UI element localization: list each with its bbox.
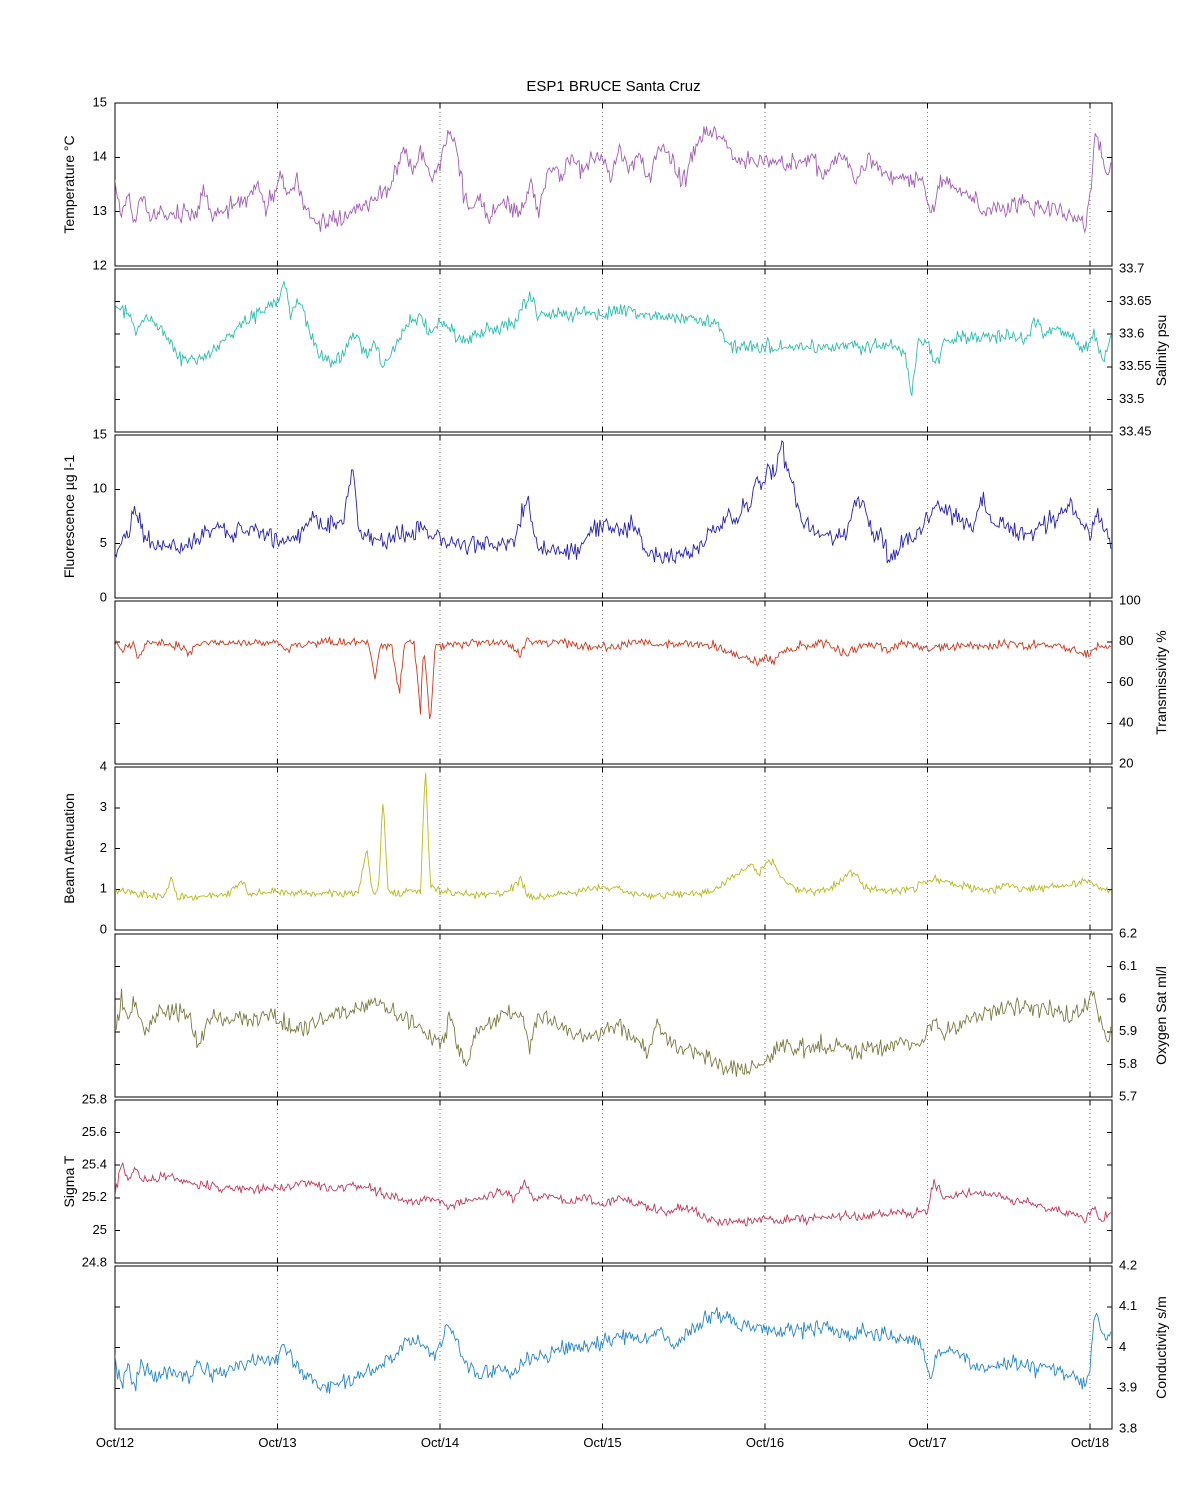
x-tick-label: Oct/18 [1071, 1435, 1109, 1450]
y-tick-label: 60 [1119, 674, 1133, 689]
series-conductivity [115, 1307, 1112, 1394]
series-temperature [115, 125, 1112, 234]
y-tick-label: 80 [1119, 633, 1133, 648]
panel-border-temperature [114, 102, 1113, 267]
y-axis-label-sigma-t: Sigma T [61, 1155, 77, 1207]
y-tick-label: 2 [100, 840, 107, 855]
y-tick-label: 33.65 [1119, 293, 1152, 308]
y-tick-label: 6 [1119, 991, 1126, 1006]
y-tick-label: 33.7 [1119, 260, 1144, 275]
panel-border-conductivity [114, 1265, 1113, 1430]
y-tick-label: 15 [93, 94, 107, 109]
x-tick-label: Oct/17 [908, 1435, 946, 1450]
y-tick-label: 13 [93, 203, 107, 218]
panel-border-oxygen-sat [114, 933, 1113, 1098]
y-tick-label: 5.8 [1119, 1056, 1137, 1071]
series-transmissivity [115, 636, 1112, 720]
y-tick-label: 25.2 [82, 1189, 107, 1204]
series-fluorescence [115, 439, 1112, 565]
y-axis-label-transmissivity: Transmissivity % [1153, 630, 1169, 735]
y-tick-label: 25.6 [82, 1124, 107, 1139]
y-tick-label: 3.8 [1119, 1420, 1137, 1435]
y-tick-label: 4.2 [1119, 1257, 1137, 1272]
y-tick-label: 33.45 [1119, 423, 1152, 438]
panel-border-fluorescence [114, 434, 1113, 599]
y-tick-label: 33.5 [1119, 391, 1144, 406]
y-tick-label: 1 [100, 881, 107, 896]
y-tick-label: 14 [93, 149, 107, 164]
y-tick-label: 25.8 [82, 1091, 107, 1106]
series-sigma-t [115, 1161, 1112, 1227]
y-tick-label: 0 [100, 589, 107, 604]
series-salinity [115, 279, 1112, 396]
y-tick-label: 33.55 [1119, 358, 1152, 373]
y-tick-label: 100 [1119, 592, 1141, 607]
y-tick-label: 0 [100, 921, 107, 936]
y-axis-label-fluorescence: Fluorescence µg l-1 [61, 455, 77, 578]
y-tick-label: 10 [93, 481, 107, 496]
y-tick-label: 12 [93, 257, 107, 272]
y-tick-label: 6.1 [1119, 958, 1137, 973]
y-tick-label: 20 [1119, 755, 1133, 770]
y-tick-label: 5.9 [1119, 1023, 1137, 1038]
y-tick-label: 40 [1119, 715, 1133, 730]
y-axis-label-temperature: Temperature °C [61, 135, 77, 233]
x-tick-label: Oct/12 [96, 1435, 134, 1450]
y-tick-label: 4.1 [1119, 1298, 1137, 1313]
series-beam-attenuation [115, 772, 1111, 902]
x-tick-label: Oct/15 [583, 1435, 621, 1450]
x-tick-label: Oct/16 [746, 1435, 784, 1450]
y-axis-label-salinity: Salinity psu [1153, 315, 1169, 387]
y-tick-label: 4 [1119, 1339, 1126, 1354]
panel-border-beam-attenuation [114, 766, 1113, 931]
y-tick-label: 3.9 [1119, 1380, 1137, 1395]
x-tick-label: Oct/14 [421, 1435, 459, 1450]
y-tick-label: 24.8 [82, 1254, 107, 1269]
y-tick-label: 3 [100, 799, 107, 814]
y-tick-label: 25 [93, 1222, 107, 1237]
y-tick-label: 15 [93, 426, 107, 441]
chart-title: ESP1 BRUCE Santa Cruz [526, 78, 701, 95]
y-axis-label-oxygen-sat: Oxygen Sat ml/l [1153, 966, 1169, 1065]
panel-border-transmissivity [114, 600, 1113, 765]
panel-border-sigma-t [114, 1099, 1113, 1264]
x-tick-label: Oct/13 [258, 1435, 296, 1450]
y-axis-label-beam-attenuation: Beam Attenuation [61, 793, 77, 904]
y-tick-label: 33.6 [1119, 326, 1144, 341]
y-tick-label: 5 [100, 535, 107, 550]
y-tick-label: 6.2 [1119, 925, 1137, 940]
panel-border-salinity [114, 268, 1113, 433]
y-tick-label: 25.4 [82, 1157, 107, 1172]
y-tick-label: 5.7 [1119, 1088, 1137, 1103]
series-oxygen-sat [115, 988, 1112, 1077]
y-axis-label-conductivity: Conductivity s/m [1153, 1296, 1169, 1399]
y-tick-label: 4 [100, 758, 107, 773]
